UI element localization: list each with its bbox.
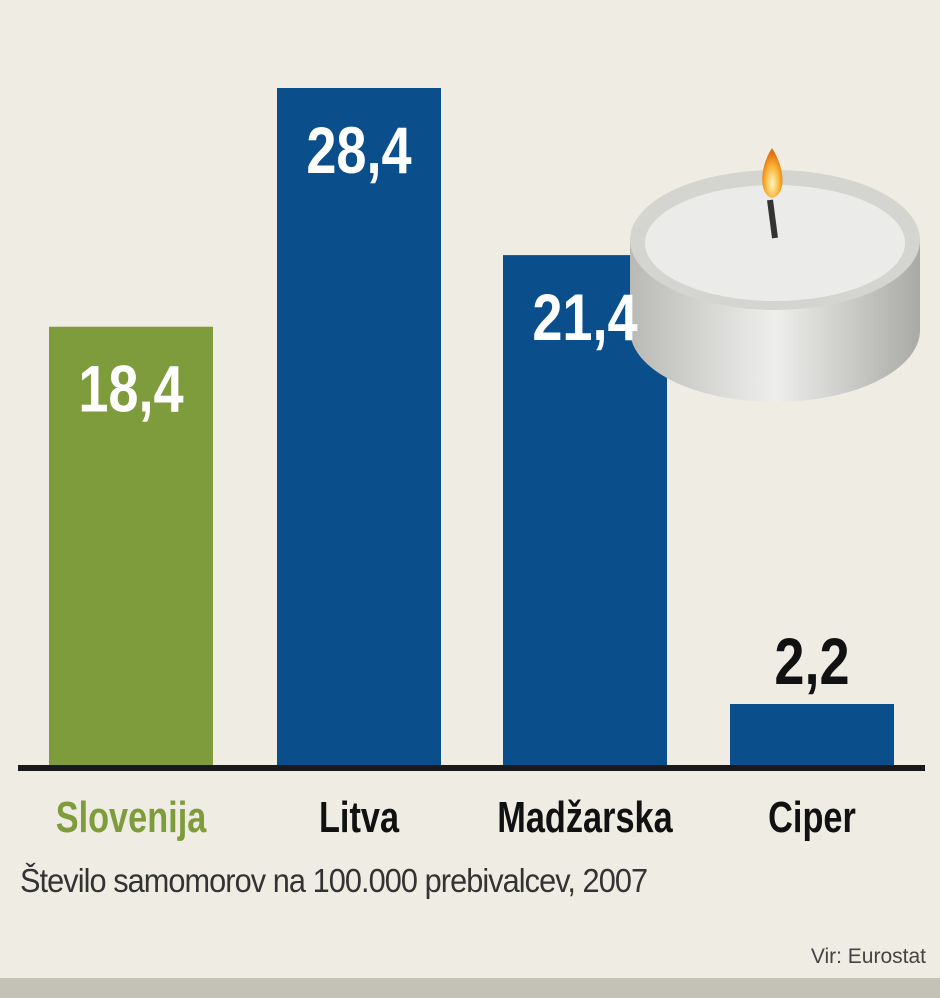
data-label: 28,4 xyxy=(306,113,412,187)
source-note: Vir: Eurostat xyxy=(810,945,926,968)
category-label: Ciper xyxy=(768,793,856,842)
data-label: 18,4 xyxy=(78,352,184,426)
bar-ciper xyxy=(730,704,894,766)
chart-caption: Število samomorov na 100.000 prebivalcev… xyxy=(20,862,648,899)
category-label: Slovenija xyxy=(56,793,208,842)
data-label: 21,4 xyxy=(532,280,638,354)
bar-slovenija xyxy=(49,326,213,766)
bottom-strip xyxy=(0,978,940,998)
data-label: 2,2 xyxy=(774,624,849,698)
category-label: Madžarska xyxy=(497,793,673,842)
category-label: Litva xyxy=(319,793,400,842)
bar-litva xyxy=(277,88,441,766)
candle-icon xyxy=(630,148,920,402)
